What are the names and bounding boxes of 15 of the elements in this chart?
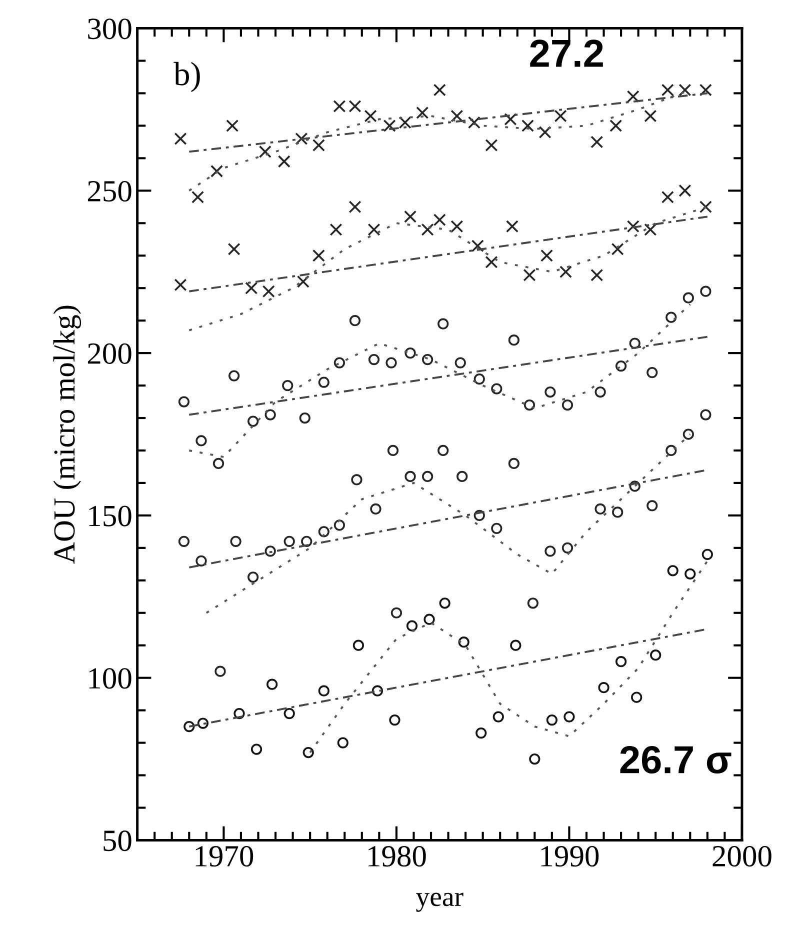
annotation: 27.2: [530, 40, 603, 67]
x-tick-label: 1990: [541, 846, 599, 867]
x-tick-label: 2000: [712, 846, 772, 867]
x-axis-title: year: [416, 892, 464, 912]
y-tick-label: 50: [104, 830, 132, 852]
y-tick-label: 250: [88, 180, 132, 202]
y-tick-label: 200: [88, 343, 132, 364]
x-tick-label: 1980: [368, 846, 426, 867]
x-tick-label: 1970: [196, 846, 254, 867]
y-axis-title: AOU (micro mol/kg): [53, 306, 82, 564]
y-tick-label: 300: [88, 18, 132, 40]
y-tick-label: 100: [89, 668, 132, 689]
annotation: 26.7 σ: [620, 746, 732, 774]
annotation: b): [174, 62, 200, 92]
y-tick-label: 150: [89, 506, 132, 526]
